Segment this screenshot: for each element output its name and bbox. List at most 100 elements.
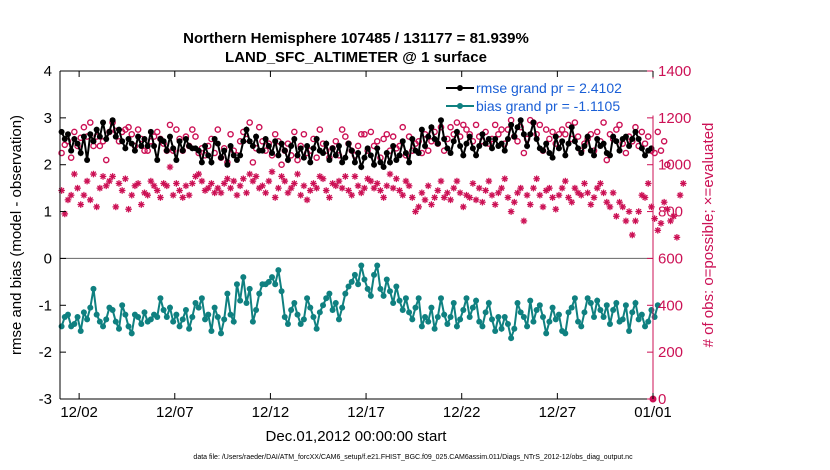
evaluated-obs-stroke — [635, 208, 642, 215]
evaluated-obs-stroke — [208, 180, 215, 187]
evaluated-obs-point — [90, 170, 97, 178]
evaluated-obs-stroke — [524, 192, 530, 199]
rmse-point — [358, 164, 365, 171]
evaluated-obs-stroke — [387, 171, 393, 177]
bias-point — [517, 309, 524, 316]
evaluated-obs-stroke — [61, 211, 68, 217]
bias-point — [176, 323, 183, 330]
y-tick-label-left: 4 — [44, 63, 52, 80]
evaluated-obs-point — [227, 184, 234, 192]
evaluated-obs-stroke — [587, 201, 594, 208]
possible-obs-point — [173, 126, 180, 133]
bias-point — [543, 330, 550, 337]
evaluated-obs-stroke — [141, 189, 148, 196]
evaluated-obs-point — [287, 184, 295, 192]
evaluated-obs-point — [504, 194, 512, 201]
rmse-point — [240, 138, 247, 145]
bias-point — [511, 325, 518, 332]
rmse-point — [112, 133, 119, 140]
evaluated-obs-stroke — [476, 185, 483, 191]
evaluated-obs-stroke — [572, 185, 578, 191]
evaluated-obs-point — [137, 201, 145, 208]
possible-obs-point — [153, 128, 161, 136]
evaluated-obs-stroke — [674, 234, 680, 241]
rmse-point — [339, 159, 346, 166]
rmse-point — [221, 147, 228, 154]
evaluated-obs-point — [134, 180, 142, 187]
evaluated-obs-stroke — [639, 192, 645, 199]
evaluated-obs-point — [236, 182, 244, 190]
bias-point — [428, 304, 435, 311]
rmse-point — [230, 152, 237, 159]
bias-point — [300, 316, 307, 323]
rmse-point — [642, 152, 649, 159]
bias-point — [450, 299, 457, 306]
evaluated-obs-stroke — [568, 199, 575, 206]
y-tick-label-right: 1400 — [658, 63, 691, 80]
bias-point — [504, 321, 511, 328]
possible-obs-point — [558, 126, 566, 133]
evaluated-obs-point — [262, 189, 269, 197]
evaluated-obs-point — [644, 180, 652, 187]
bias-point — [335, 316, 342, 323]
evaluated-obs-point — [67, 191, 75, 199]
evaluated-obs-stroke — [138, 201, 145, 208]
rmse-point — [275, 152, 282, 159]
possible-obs-point — [654, 128, 662, 136]
evaluated-obs-point — [310, 180, 317, 187]
possible-obs-point — [134, 126, 142, 133]
evaluated-obs-stroke — [466, 194, 473, 201]
possible-obs-point — [249, 159, 257, 166]
evaluated-obs-stroke — [285, 189, 291, 196]
bias-point — [495, 314, 502, 320]
legend-bias-label: bias grand pr = -1.1105 — [476, 98, 620, 114]
bias-point — [508, 335, 515, 342]
possible-obs-point — [613, 126, 620, 133]
evaluated-obs-point — [77, 201, 85, 208]
evaluated-obs-stroke — [157, 194, 164, 201]
possible-obs-point — [660, 137, 668, 145]
evaluated-obs-point — [367, 177, 375, 185]
bias-point — [233, 281, 240, 288]
evaluated-obs-stroke — [654, 227, 661, 234]
evaluated-obs-stroke — [97, 185, 103, 191]
rmse-point — [610, 133, 617, 140]
bias-point — [600, 314, 607, 320]
possible-obs-point — [86, 119, 94, 126]
possible-obs-point — [616, 121, 623, 129]
y-axis-label-left: rmse and bias (model - observation) — [8, 115, 25, 355]
evaluated-obs-point — [377, 187, 384, 194]
evaluated-obs-point — [453, 177, 461, 185]
bias-point — [227, 311, 234, 318]
rmse-point — [80, 133, 87, 140]
bias-point — [377, 285, 384, 292]
evaluated-obs-stroke — [65, 197, 71, 203]
evaluated-obs-stroke — [323, 187, 330, 194]
evaluated-obs-stroke — [613, 213, 620, 220]
evaluated-obs-stroke — [307, 187, 314, 194]
evaluated-obs-stroke — [183, 182, 189, 189]
evaluated-obs-point — [96, 184, 104, 192]
rmse-point — [626, 142, 633, 149]
bias-point — [221, 316, 228, 323]
rmse-point — [559, 138, 566, 145]
bias-point — [619, 316, 626, 323]
evaluated-obs-point — [590, 194, 598, 201]
rmse-point — [90, 138, 97, 145]
evaluated-obs-stroke — [556, 192, 562, 199]
evaluated-obs-point — [255, 184, 263, 192]
evaluated-obs-point — [220, 180, 228, 187]
evaluated-obs-stroke — [345, 187, 352, 194]
bias-point — [189, 314, 196, 320]
evaluated-obs-stroke — [489, 192, 495, 199]
possible-obs-point — [472, 121, 480, 129]
evaluated-obs-stroke — [521, 218, 527, 224]
evaluated-obs-point — [211, 189, 218, 197]
possible-obs-point — [58, 149, 65, 157]
evaluated-obs-point — [354, 182, 362, 190]
rmse-point — [377, 159, 384, 166]
bias-point — [565, 309, 572, 316]
evaluated-obs-stroke — [505, 194, 511, 201]
bias-point — [157, 295, 164, 302]
bias-point — [170, 318, 177, 325]
